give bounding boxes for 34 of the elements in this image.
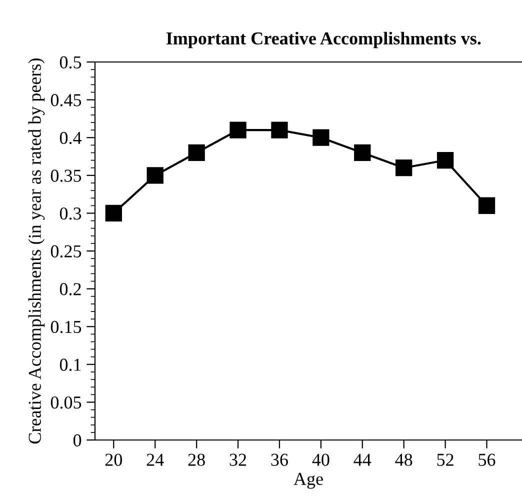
point [146,167,164,184]
point [230,122,246,138]
y-tick-label: 0.25 [50,245,82,258]
point [271,122,288,138]
y-axis-title: Creative Accomplishments (in year as rated by peers) [28,58,45,444]
y-tick-label: 0.05 [50,396,82,409]
y-tick-label: 0.1 [60,358,81,371]
x-tick-label: 36 [271,454,288,466]
point [478,197,496,214]
x-tick-label: 48 [395,454,412,466]
point [396,160,412,176]
x-tick-label: 44 [354,454,372,466]
y-tick-label: 0.35 [50,170,82,182]
x-tick-label: 20 [105,454,122,466]
point [312,129,330,146]
chart-title: Important Creative Accomplishments vs. [166,32,481,48]
x-tick-label: 32 [230,454,246,466]
y-tick-label: 0.15 [50,320,82,334]
y-tick-label: 0.2 [60,283,81,296]
x-axis-title: Age [294,472,323,489]
y-tick-label: 0.3 [60,207,82,220]
y-tick-label: 0.45 [50,94,82,106]
point [354,144,371,162]
point [105,204,122,222]
y-tick-label: 0 [73,434,82,446]
point [188,144,205,162]
point [436,152,454,169]
y-tick-label: 0.5 [60,56,82,69]
x-tick-label: 40 [312,454,330,466]
x-tick-label: 24 [146,454,164,466]
x-tick-label: 56 [478,454,496,466]
x-tick-label: 52 [437,454,454,466]
y-tick-label: 0.4 [60,132,82,144]
x-tick-label: 28 [188,454,205,466]
